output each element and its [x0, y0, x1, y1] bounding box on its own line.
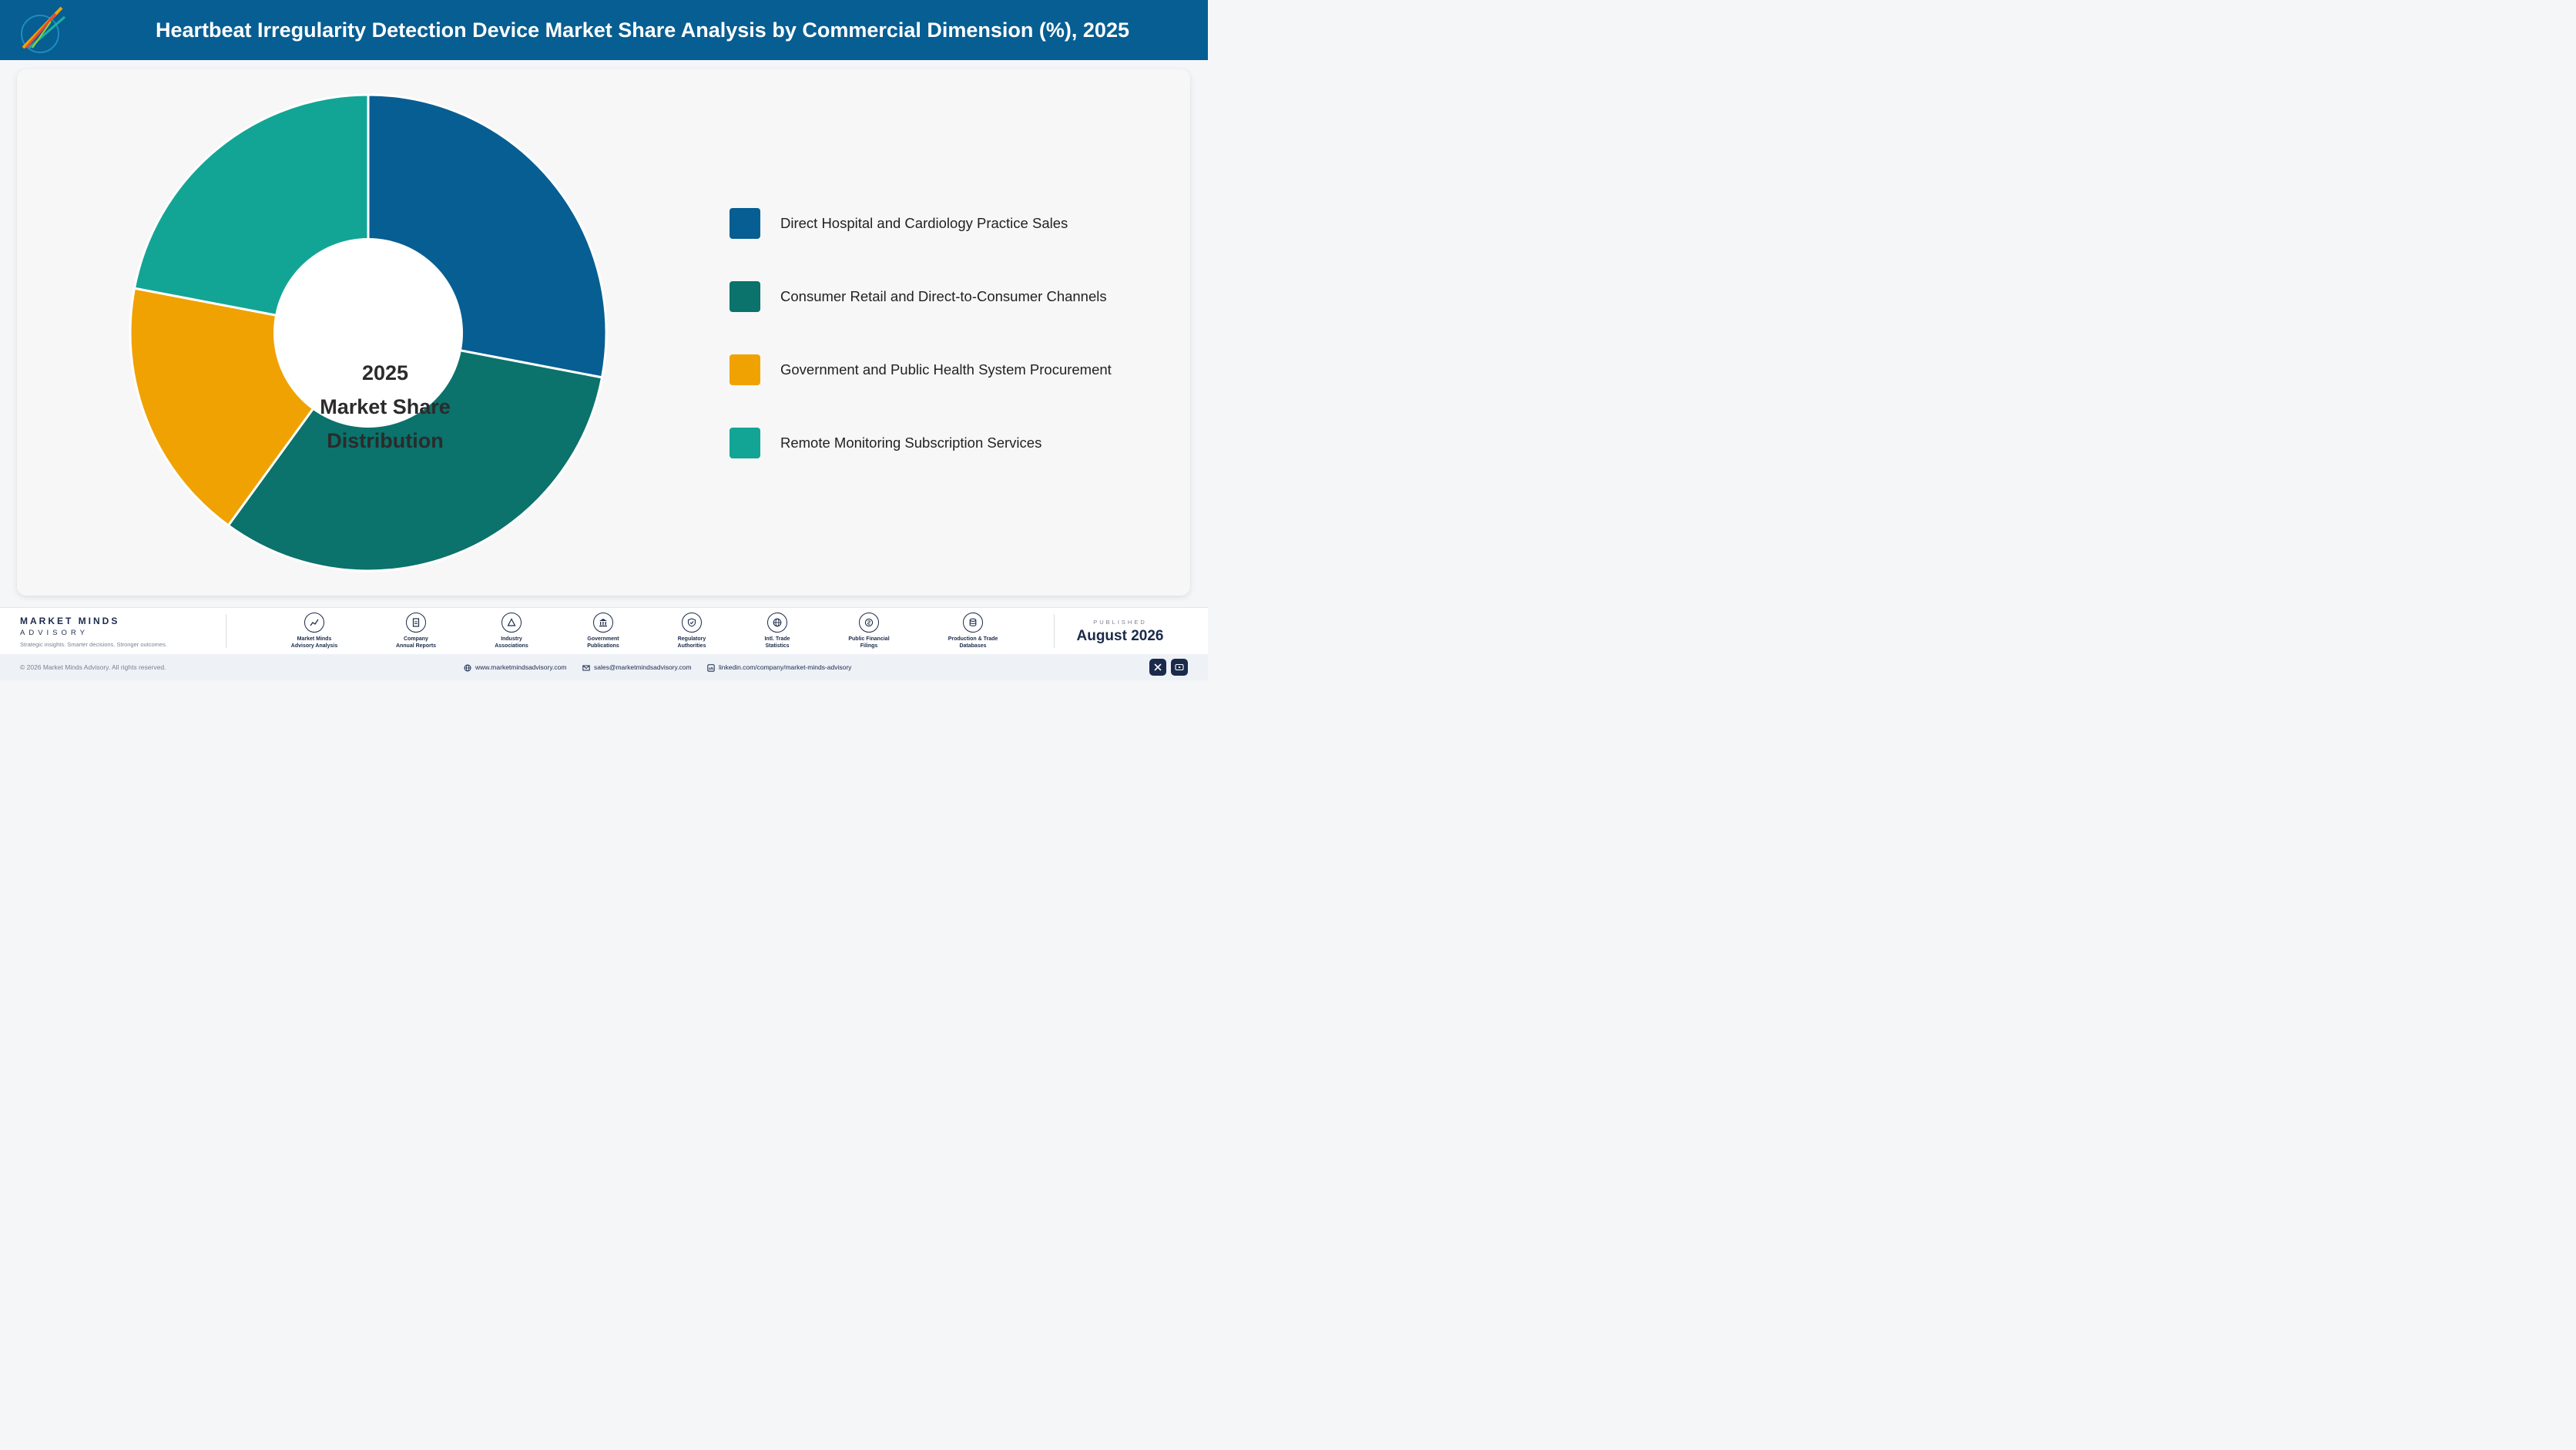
- company-logo-icon: [21, 6, 65, 53]
- network-icon: [501, 613, 522, 633]
- source-label: Public Financial Filings: [848, 636, 890, 649]
- legend-item: Government and Public Health System Proc…: [730, 354, 1192, 385]
- published-block: PUBLISHED August 2026: [1066, 619, 1174, 645]
- x-icon: [1154, 663, 1162, 671]
- email-link[interactable]: sales@marketmindsadvisory.com: [582, 654, 692, 680]
- legend-swatch: [730, 208, 760, 239]
- brand-tagline: Strategic insights. Smarter decisions. S…: [20, 641, 167, 648]
- source-label: Industry Associations: [495, 636, 528, 649]
- source-item: Industry Associations: [469, 613, 554, 649]
- source-item: Regulatory Authorities: [649, 613, 734, 649]
- source-item: Intl. Trade Statistics: [735, 613, 820, 649]
- copyright-text: © 2026 Market Minds Advisory. All rights…: [20, 663, 166, 671]
- globe-icon: [767, 613, 787, 633]
- published-date: August 2026: [1076, 628, 1164, 644]
- youtube-icon: [1175, 663, 1184, 671]
- footer: MARKET MINDS ADVISORY Strategic insights…: [0, 607, 1208, 680]
- pie-slice: [226, 331, 604, 572]
- center-label-line-2: Market Share: [320, 395, 451, 418]
- source-item: Government Publications: [561, 613, 646, 649]
- published-label: PUBLISHED: [1093, 619, 1147, 626]
- source-label: Intl. Trade Statistics: [764, 636, 790, 649]
- legend-item: Remote Monitoring Subscription Services: [730, 428, 1192, 458]
- donut-hole: [273, 238, 463, 428]
- brand-subtitle: ADVISORY: [20, 629, 89, 637]
- document-icon: [406, 613, 426, 633]
- legend-label: Government and Public Health System Proc…: [780, 361, 1112, 378]
- brand-name: MARKET MINDS: [20, 616, 120, 626]
- source-label: Government Publications: [587, 636, 619, 649]
- footer-bottom-bar: © 2026 Market Minds Advisory. All rights…: [0, 654, 1208, 680]
- donut-center-label: 2025 Market Share Distribution: [293, 356, 478, 458]
- legend-label: Direct Hospital and Cardiology Practice …: [780, 215, 1068, 231]
- footer-divider: [1054, 614, 1055, 648]
- legend-item: Consumer Retail and Direct-to-Consumer C…: [730, 281, 1192, 312]
- source-item: Company Annual Reports: [374, 613, 458, 649]
- header-bar: Heartbeat Irregularity Detection Device …: [0, 0, 1208, 60]
- source-item: Public Financial Filings: [827, 613, 911, 649]
- center-label-line-3: Distribution: [327, 429, 444, 452]
- coin-icon: [859, 613, 879, 633]
- linkedin-link[interactable]: linkedin.com/company/market-minds-adviso…: [707, 654, 851, 680]
- government-building-icon: [593, 613, 613, 633]
- shield-check-icon: [682, 613, 702, 633]
- legend-label: Remote Monitoring Subscription Services: [780, 435, 1042, 451]
- website-link[interactable]: www.marketmindsadvisory.com: [464, 654, 566, 680]
- source-item: Market Minds Advisory Analysis: [272, 613, 357, 649]
- center-label-line-1: 2025: [361, 361, 409, 384]
- page-title: Heartbeat Irregularity Detection Device …: [156, 18, 1129, 42]
- source-label: Company Annual Reports: [395, 636, 437, 649]
- legend-item: Direct Hospital and Cardiology Practice …: [730, 208, 1192, 239]
- legend-label: Consumer Retail and Direct-to-Consumer C…: [780, 288, 1107, 304]
- source-label: Regulatory Authorities: [677, 636, 706, 649]
- database-icon: [963, 613, 983, 633]
- legend-swatch: [730, 281, 760, 312]
- source-label: Production & Trade Databases: [948, 636, 998, 649]
- source-label: Market Minds Advisory Analysis: [290, 636, 338, 649]
- legend-swatch: [730, 428, 760, 458]
- donut-chart: [129, 93, 608, 572]
- mail-icon: [582, 665, 590, 671]
- source-item: Production & Trade Databases: [931, 613, 1015, 649]
- globe-icon: [464, 664, 471, 672]
- chart-line-icon: [304, 613, 324, 633]
- linkedin-icon: [707, 664, 715, 672]
- footer-brand: MARKET MINDS ADVISORY Strategic insights…: [20, 616, 167, 648]
- legend-swatch: [730, 354, 760, 385]
- youtube-social-button[interactable]: [1171, 659, 1188, 676]
- chart-card: 2025 Market Share Distribution Direct Ho…: [17, 69, 1190, 596]
- x-social-button[interactable]: [1149, 659, 1166, 676]
